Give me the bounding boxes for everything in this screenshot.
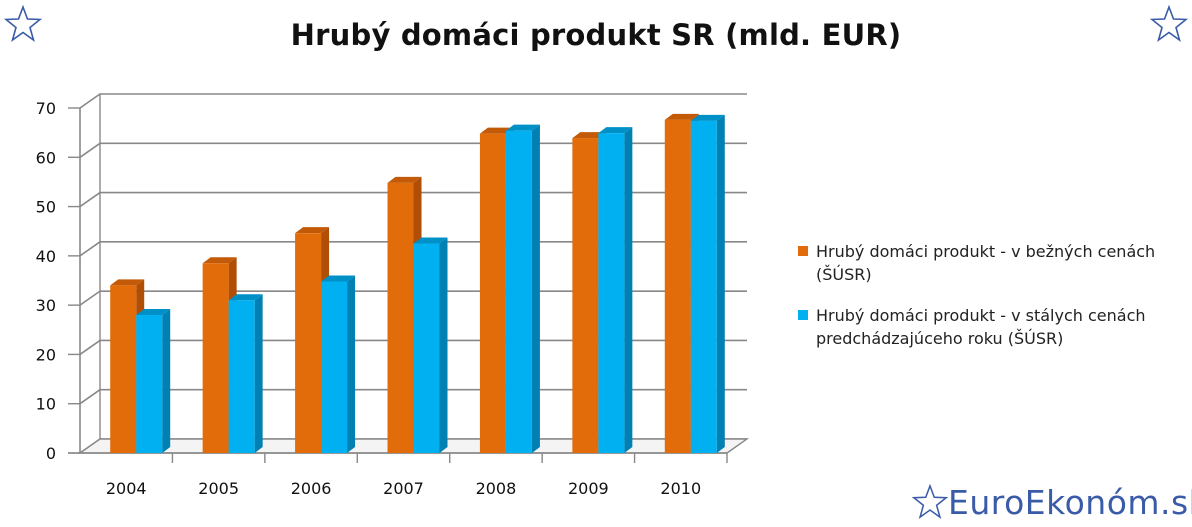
- bar-top: [202, 257, 237, 264]
- legend-swatch-series2: [798, 310, 808, 320]
- chart-title: Hrubý domáci produkt SR (mld. EUR): [290, 18, 902, 52]
- x-tick-label: 2006: [291, 479, 332, 498]
- x-tick-label: 2005: [198, 479, 239, 498]
- star-icon: [4, 4, 42, 42]
- gridline: [79, 142, 747, 158]
- bar-top: [690, 114, 725, 121]
- bar-top: [295, 227, 330, 234]
- bar-top: [136, 309, 171, 315]
- bar-side: [624, 127, 633, 453]
- bar-side: [716, 114, 725, 454]
- bar-2006-series2: [321, 275, 356, 453]
- ticks-layer: 0 10 20 30 40 50 60 70 2004 2005 2006 2007 2008 2009 2…: [36, 99, 702, 498]
- bar-front: [202, 263, 229, 453]
- brand-text: EuroEkonóm.sk: [948, 482, 1192, 522]
- bar-top: [413, 237, 448, 244]
- bar-top: [321, 275, 356, 282]
- x-tick-label: 2009: [568, 479, 609, 498]
- x-tick-label: 2010: [660, 479, 701, 498]
- star-icon: [1150, 4, 1188, 42]
- bars-layer: [110, 113, 725, 454]
- bar-side: [254, 294, 263, 453]
- bar-front: [295, 233, 322, 453]
- bar-front: [664, 119, 691, 453]
- x-tick-label: 2008: [476, 479, 517, 498]
- bar-side: [162, 309, 171, 453]
- bar-top: [479, 127, 514, 134]
- y-tick-label: 20: [36, 345, 56, 364]
- bar-front: [572, 138, 599, 454]
- y-tick-label: 40: [36, 247, 56, 266]
- bar-front: [413, 243, 440, 453]
- y-tick-label: 60: [36, 148, 56, 167]
- bar-2008-series2: [505, 124, 540, 454]
- bar-2005-series2: [228, 294, 263, 453]
- bar-front: [136, 315, 163, 453]
- y-tick-label: 10: [36, 395, 56, 414]
- legend-item-series1: Hrubý domáci produkt - v bežných cenách …: [798, 240, 1178, 286]
- y-tick-label: 70: [36, 99, 56, 118]
- bar-front: [505, 130, 532, 453]
- bar-top: [505, 124, 540, 131]
- bar-front: [321, 281, 348, 453]
- bar-top: [110, 279, 145, 286]
- bar-front: [387, 182, 414, 453]
- legend-swatch-series1: [798, 246, 808, 256]
- bar-side: [347, 275, 356, 453]
- y-tick-label: 50: [36, 198, 56, 217]
- bar-2010-series2: [690, 114, 725, 454]
- y-tick-label: 0: [46, 444, 56, 463]
- bar-front: [690, 120, 717, 454]
- legend-label-series2: Hrubý domáci produkt - v stálych cenách …: [816, 306, 1146, 348]
- x-tick-label: 2004: [106, 479, 147, 498]
- bar-top: [664, 113, 699, 120]
- bar-side: [439, 237, 448, 453]
- bar-top: [387, 176, 422, 183]
- star-icon: [912, 483, 948, 520]
- bar-front: [110, 285, 137, 453]
- legend-item-series2: Hrubý domáci produkt - v stálych cenách …: [798, 304, 1178, 350]
- bar-2007-series2: [413, 237, 448, 453]
- bar-top: [598, 127, 633, 134]
- bar-2004-series2: [136, 309, 171, 453]
- bar-front: [598, 133, 625, 453]
- x-tick-label: 2007: [383, 479, 424, 498]
- brand-logo: EuroEkonóm.sk: [912, 480, 1192, 524]
- bar-top: [228, 294, 263, 301]
- legend-label-series1: Hrubý domáci produkt - v bežných cenách …: [816, 242, 1156, 284]
- bar-2009-series2: [598, 127, 633, 453]
- bar-front: [479, 133, 506, 453]
- gridline: [79, 93, 747, 109]
- bar-front: [228, 300, 255, 453]
- bar-side: [531, 124, 540, 454]
- bar-top: [572, 132, 607, 139]
- y-tick-label: 30: [36, 296, 56, 315]
